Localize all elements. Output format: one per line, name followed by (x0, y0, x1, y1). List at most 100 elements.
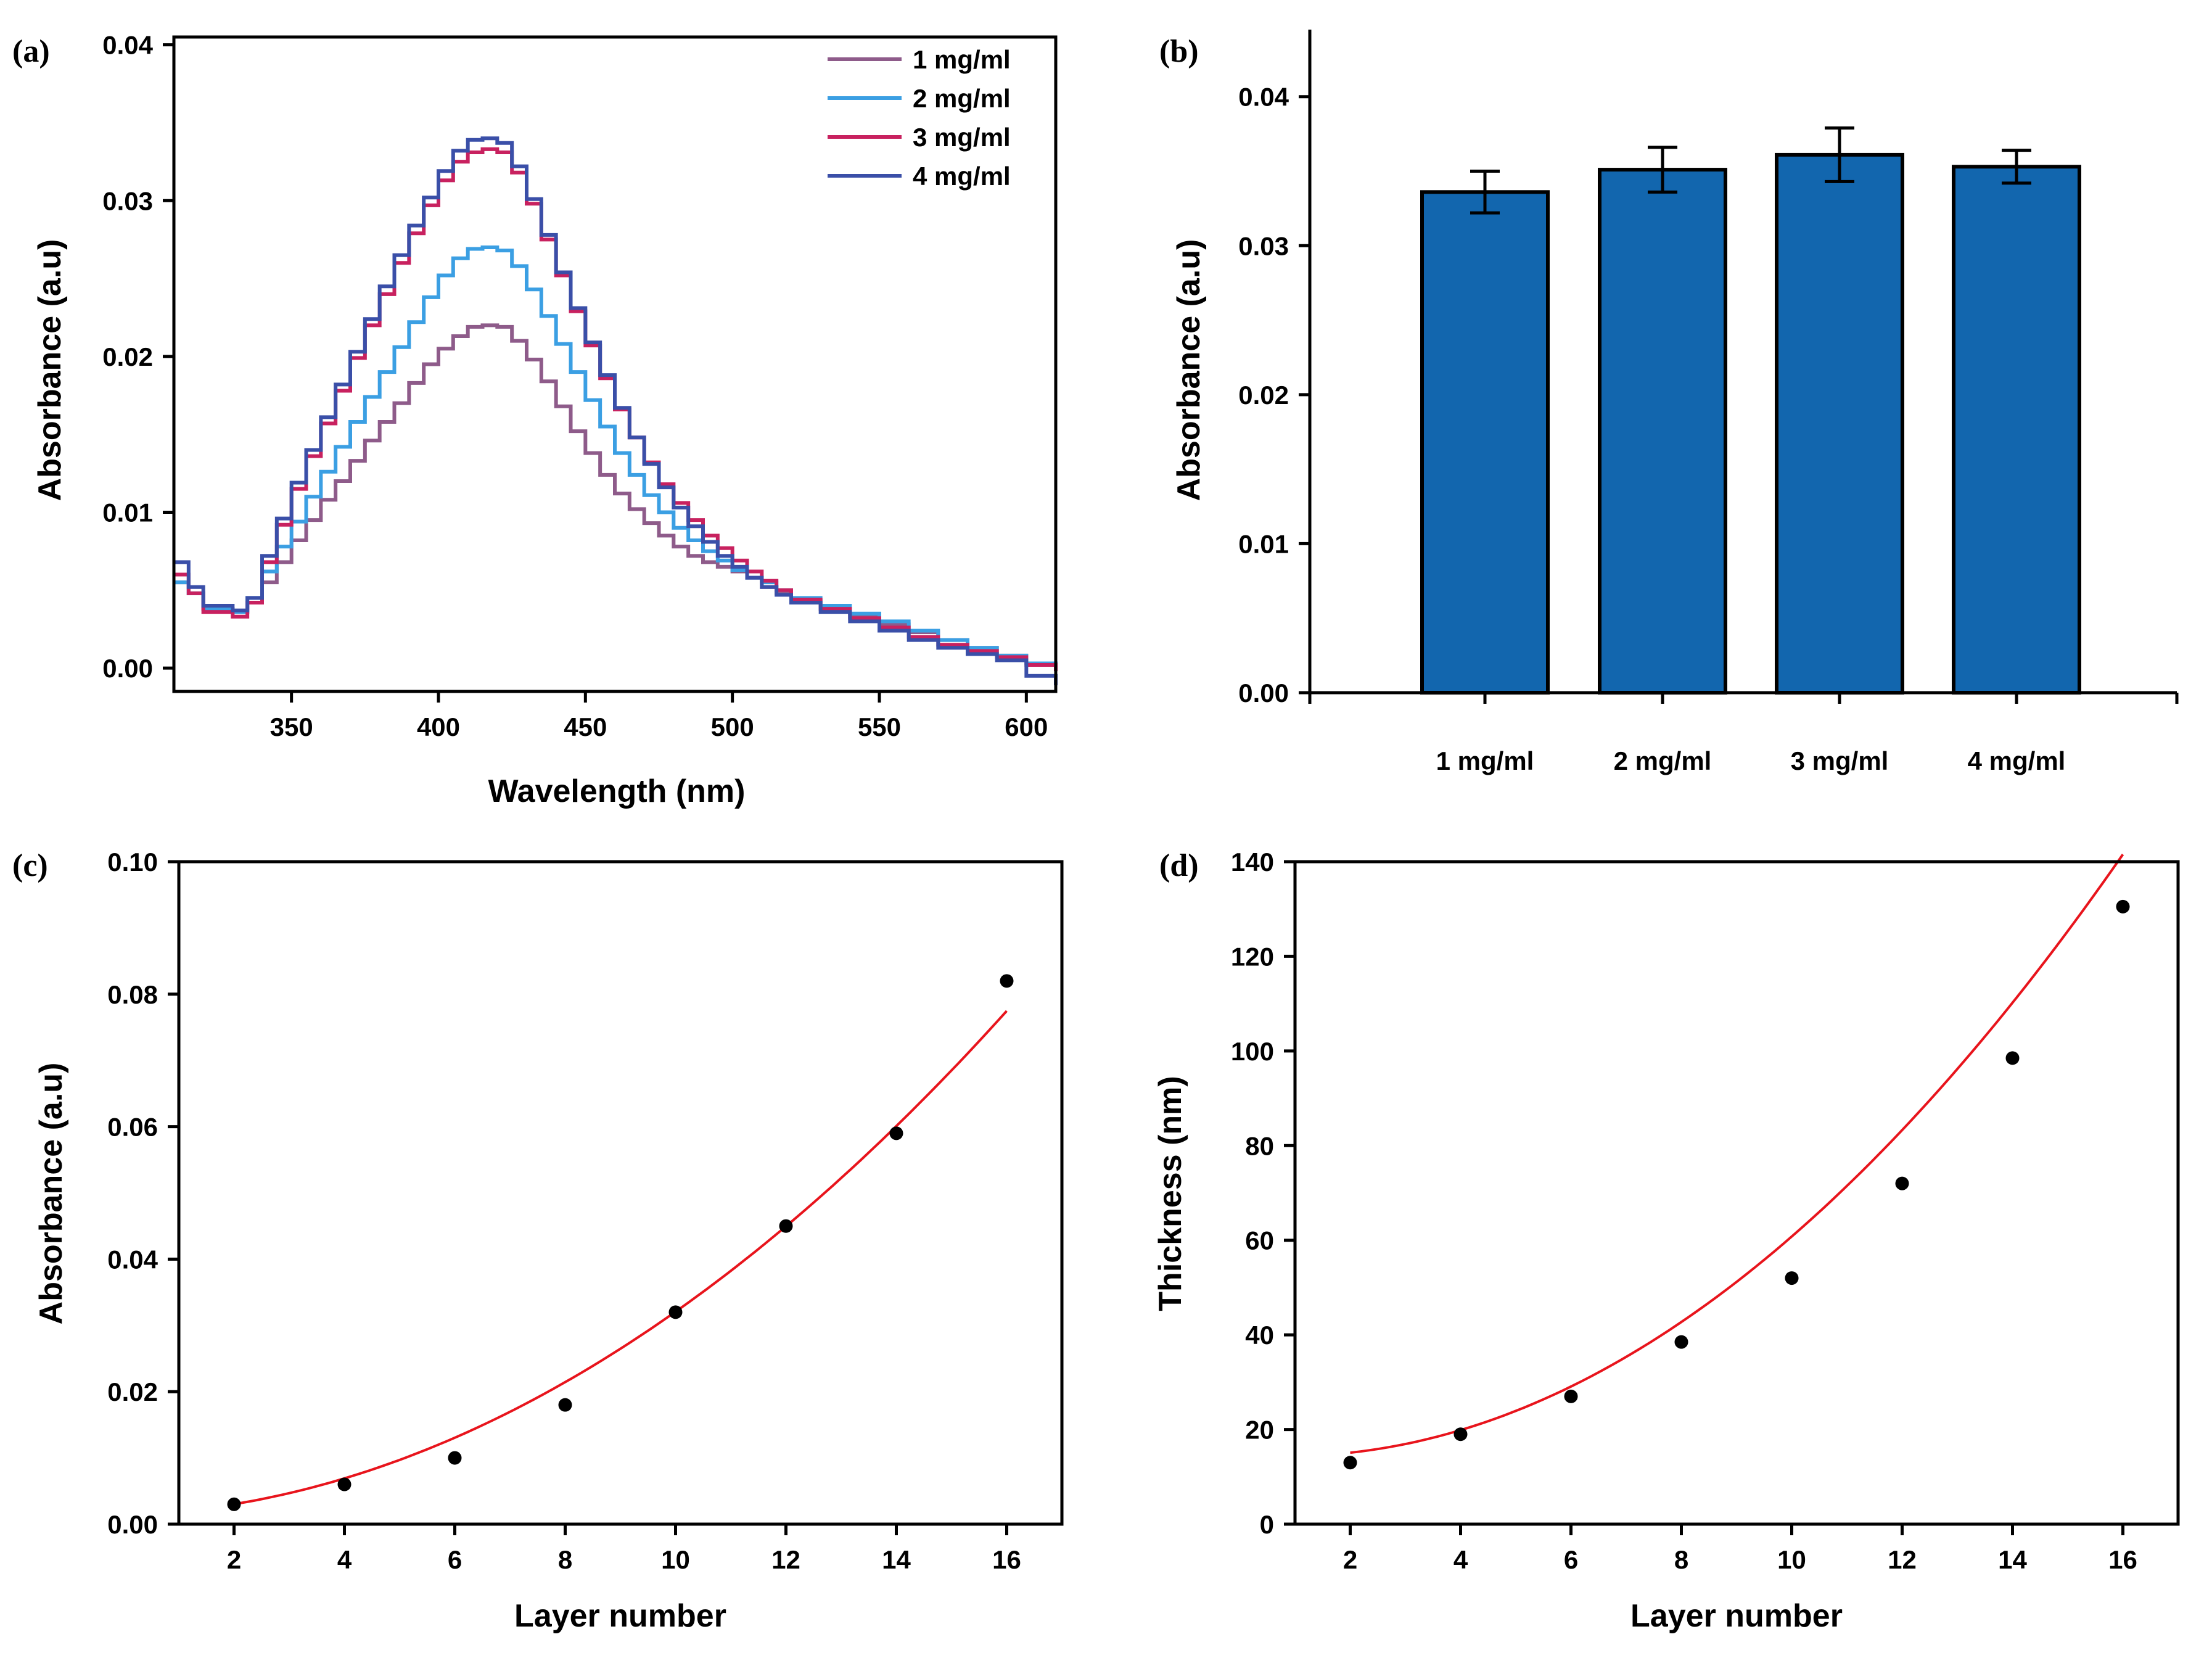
panel-a-series-line-4 (174, 136, 1058, 685)
panel-d-data-point-3 (1564, 1389, 1578, 1403)
panel-b-y-tick-label-2: 0.02 (1238, 381, 1289, 410)
panel-c-fit-curve (234, 1010, 1008, 1506)
panel-d-data-point-1 (1343, 1456, 1357, 1470)
panel-a-legend-label-3: 3 mg/ml (913, 123, 1011, 152)
panel-c-data-point-3 (448, 1451, 462, 1465)
panel-d-thickness-vs-layer: (d) 2 4 6 8 10 12 14 16 0 20 40 60 80 100 120 140 Laye… (1153, 848, 2180, 1634)
panel-c-y-tick-label-2: 0.04 (107, 1245, 158, 1274)
panel-d-data-point-4 (1674, 1335, 1688, 1349)
panel-c-x-ticks: 2 4 6 8 10 12 14 16 (227, 1524, 1021, 1574)
panel-d-x-tick-label-10: 10 (1777, 1545, 1806, 1574)
panel-d-x-ticks: 2 4 6 8 10 12 14 16 (1343, 1524, 2137, 1574)
panel-c-y-axis-title: Absorbance (a.u) (33, 1063, 69, 1325)
panel-c-x-tick-label-12: 12 (771, 1545, 800, 1574)
panel-d-plot-group (1343, 854, 2130, 1470)
panel-b-bar-2 (1598, 168, 1727, 695)
panel-d-y-tick-label-6: 120 (1231, 942, 1274, 971)
panel-a-y-tick-label-4: 0.04 (102, 31, 153, 60)
panel-label-a: (a) (12, 34, 50, 69)
panel-a-legend-label-1: 1 mg/ml (913, 45, 1011, 74)
panel-b-y-tick-label-0: 0.00 (1238, 678, 1289, 707)
panel-a-frame (172, 35, 1058, 693)
panel-c-x-tick-label-10: 10 (661, 1545, 690, 1574)
panel-b-bar-4 (1952, 165, 2081, 695)
panel-c-y-tick-label-3: 0.06 (107, 1113, 158, 1142)
panel-b-y-ticks: 0.00 0.01 0.02 0.03 0.04 (1238, 83, 1310, 707)
panel-a-legend-label-2: 2 mg/ml (913, 84, 1011, 113)
panel-a-x-tick-label-400: 400 (417, 712, 460, 741)
panel-c-plot-group (227, 974, 1014, 1511)
panel-a-x-axis-title: Wavelength (nm) (488, 773, 746, 809)
panel-c-frame (177, 860, 1064, 1526)
panel-d-y-tick-label-4: 80 (1245, 1131, 1274, 1160)
panel-a-y-tick-label-0: 0.00 (102, 654, 153, 683)
panel-c-y-tick-label-4: 0.08 (107, 980, 158, 1009)
panel-c-x-tick-label-14: 14 (882, 1545, 911, 1574)
panel-d-y-tick-label-3: 60 (1245, 1226, 1274, 1255)
panel-d-x-tick-label-12: 12 (1888, 1545, 1917, 1574)
panel-c-data-point-1 (227, 1497, 241, 1511)
panel-d-x-tick-label-6: 6 (1564, 1545, 1578, 1574)
panel-d-data-point-2 (1453, 1427, 1468, 1441)
panel-a-x-tick-label-500: 500 (711, 712, 754, 741)
panel-d-data-point-8 (2116, 899, 2130, 914)
panel-b-y-axis-title: Absorbance (a.u) (1171, 239, 1207, 501)
panel-c-x-tick-label-2: 2 (227, 1545, 241, 1574)
panel-b-bars-group (1420, 126, 2081, 695)
panel-a-legend-label-4: 4 mg/ml (913, 162, 1011, 191)
panel-a-x-tick-label-450: 450 (564, 712, 607, 741)
panel-a-y-tick-label-3: 0.03 (102, 186, 153, 215)
panel-b-bar-1 (1420, 190, 1550, 695)
panel-d-fit-curve (1350, 854, 2124, 1454)
panel-b-x-ticks: 1 mg/ml 2 mg/ml 3 mg/ml 4 mg/ml (1308, 693, 2179, 775)
panel-c-x-tick-label-8: 8 (558, 1545, 572, 1574)
panel-d-x-tick-label-16: 16 (2108, 1545, 2137, 1574)
panel-a-series-line-3 (174, 147, 1058, 672)
panel-a-series-group (174, 136, 1058, 685)
panel-d-x-tick-label-14: 14 (1998, 1545, 2027, 1574)
panel-b-y-tick-label-4: 0.04 (1238, 83, 1289, 112)
panel-c-x-tick-label-16: 16 (992, 1545, 1021, 1574)
panel-d-y-ticks: 0 20 40 60 80 100 120 140 (1231, 848, 1295, 1539)
panel-a-x-tick-label-600: 600 (1005, 712, 1048, 741)
panel-a-x-tick-label-550: 550 (858, 712, 901, 741)
panel-d-y-tick-label-5: 100 (1231, 1037, 1274, 1066)
panel-a-y-ticks: 0.00 0.01 0.02 0.03 0.04 (102, 31, 174, 683)
panel-d-y-tick-label-7: 140 (1231, 848, 1274, 876)
panel-c-y-ticks: 0.00 0.02 0.04 0.06 0.08 0.10 (107, 848, 179, 1539)
panel-d-y-tick-label-2: 40 (1245, 1321, 1274, 1350)
panel-c-data-point-2 (337, 1477, 352, 1491)
panel-a-legend: 1 mg/ml 2 mg/ml 3 mg/ml 4 mg/ml (828, 45, 1011, 191)
panel-label-c: (c) (12, 848, 48, 883)
panel-label-b: (b) (1159, 34, 1199, 69)
panel-d-x-tick-label-8: 8 (1674, 1545, 1688, 1574)
panel-c-x-tick-label-6: 6 (448, 1545, 462, 1574)
panel-c-x-axis-title: Layer number (514, 1598, 726, 1634)
panel-a-x-ticks: 350 400 450 500 550 600 (270, 691, 1048, 741)
panel-d-x-axis-title: Layer number (1630, 1598, 1843, 1634)
panel-label-d: (d) (1159, 848, 1199, 883)
panel-b-category-label-2: 2 mg/ml (1614, 746, 1712, 775)
panel-c-y-tick-label-1: 0.02 (107, 1377, 158, 1406)
panel-d-y-tick-label-0: 0 (1260, 1510, 1274, 1539)
panel-b-category-label-3: 3 mg/ml (1791, 746, 1889, 775)
panel-b-category-label-1: 1 mg/ml (1436, 746, 1534, 775)
panel-c-data-point-8 (1000, 974, 1014, 988)
panel-d-data-point-7 (2005, 1051, 2020, 1065)
panel-b-absorbance-bars: (b) 1 mg/ml 2 mg/ml 3 mg/ml 4 mg/ml 0.000.0… (1159, 30, 2179, 775)
panel-b-y-tick-label-1: 0.01 (1238, 529, 1289, 558)
panel-d-data-point-5 (1785, 1271, 1799, 1285)
panel-c-x-tick-label-4: 4 (337, 1545, 352, 1574)
panel-b-y-tick-label-3: 0.03 (1238, 231, 1289, 260)
panel-c-data-point-6 (779, 1219, 793, 1233)
panel-d-data-point-6 (1895, 1176, 1909, 1190)
panel-b-bar-3 (1775, 152, 1904, 695)
panel-d-frame (1293, 860, 2180, 1526)
panel-d-y-tick-label-1: 20 (1245, 1416, 1274, 1445)
panel-a-y-axis-title: Absorbance (a.u) (32, 239, 68, 501)
panel-c-y-tick-label-5: 0.10 (107, 848, 158, 876)
panel-c-data-point-5 (668, 1305, 683, 1319)
panel-c-data-point-7 (889, 1126, 903, 1140)
panel-c-y-tick-label-0: 0.00 (107, 1510, 158, 1539)
